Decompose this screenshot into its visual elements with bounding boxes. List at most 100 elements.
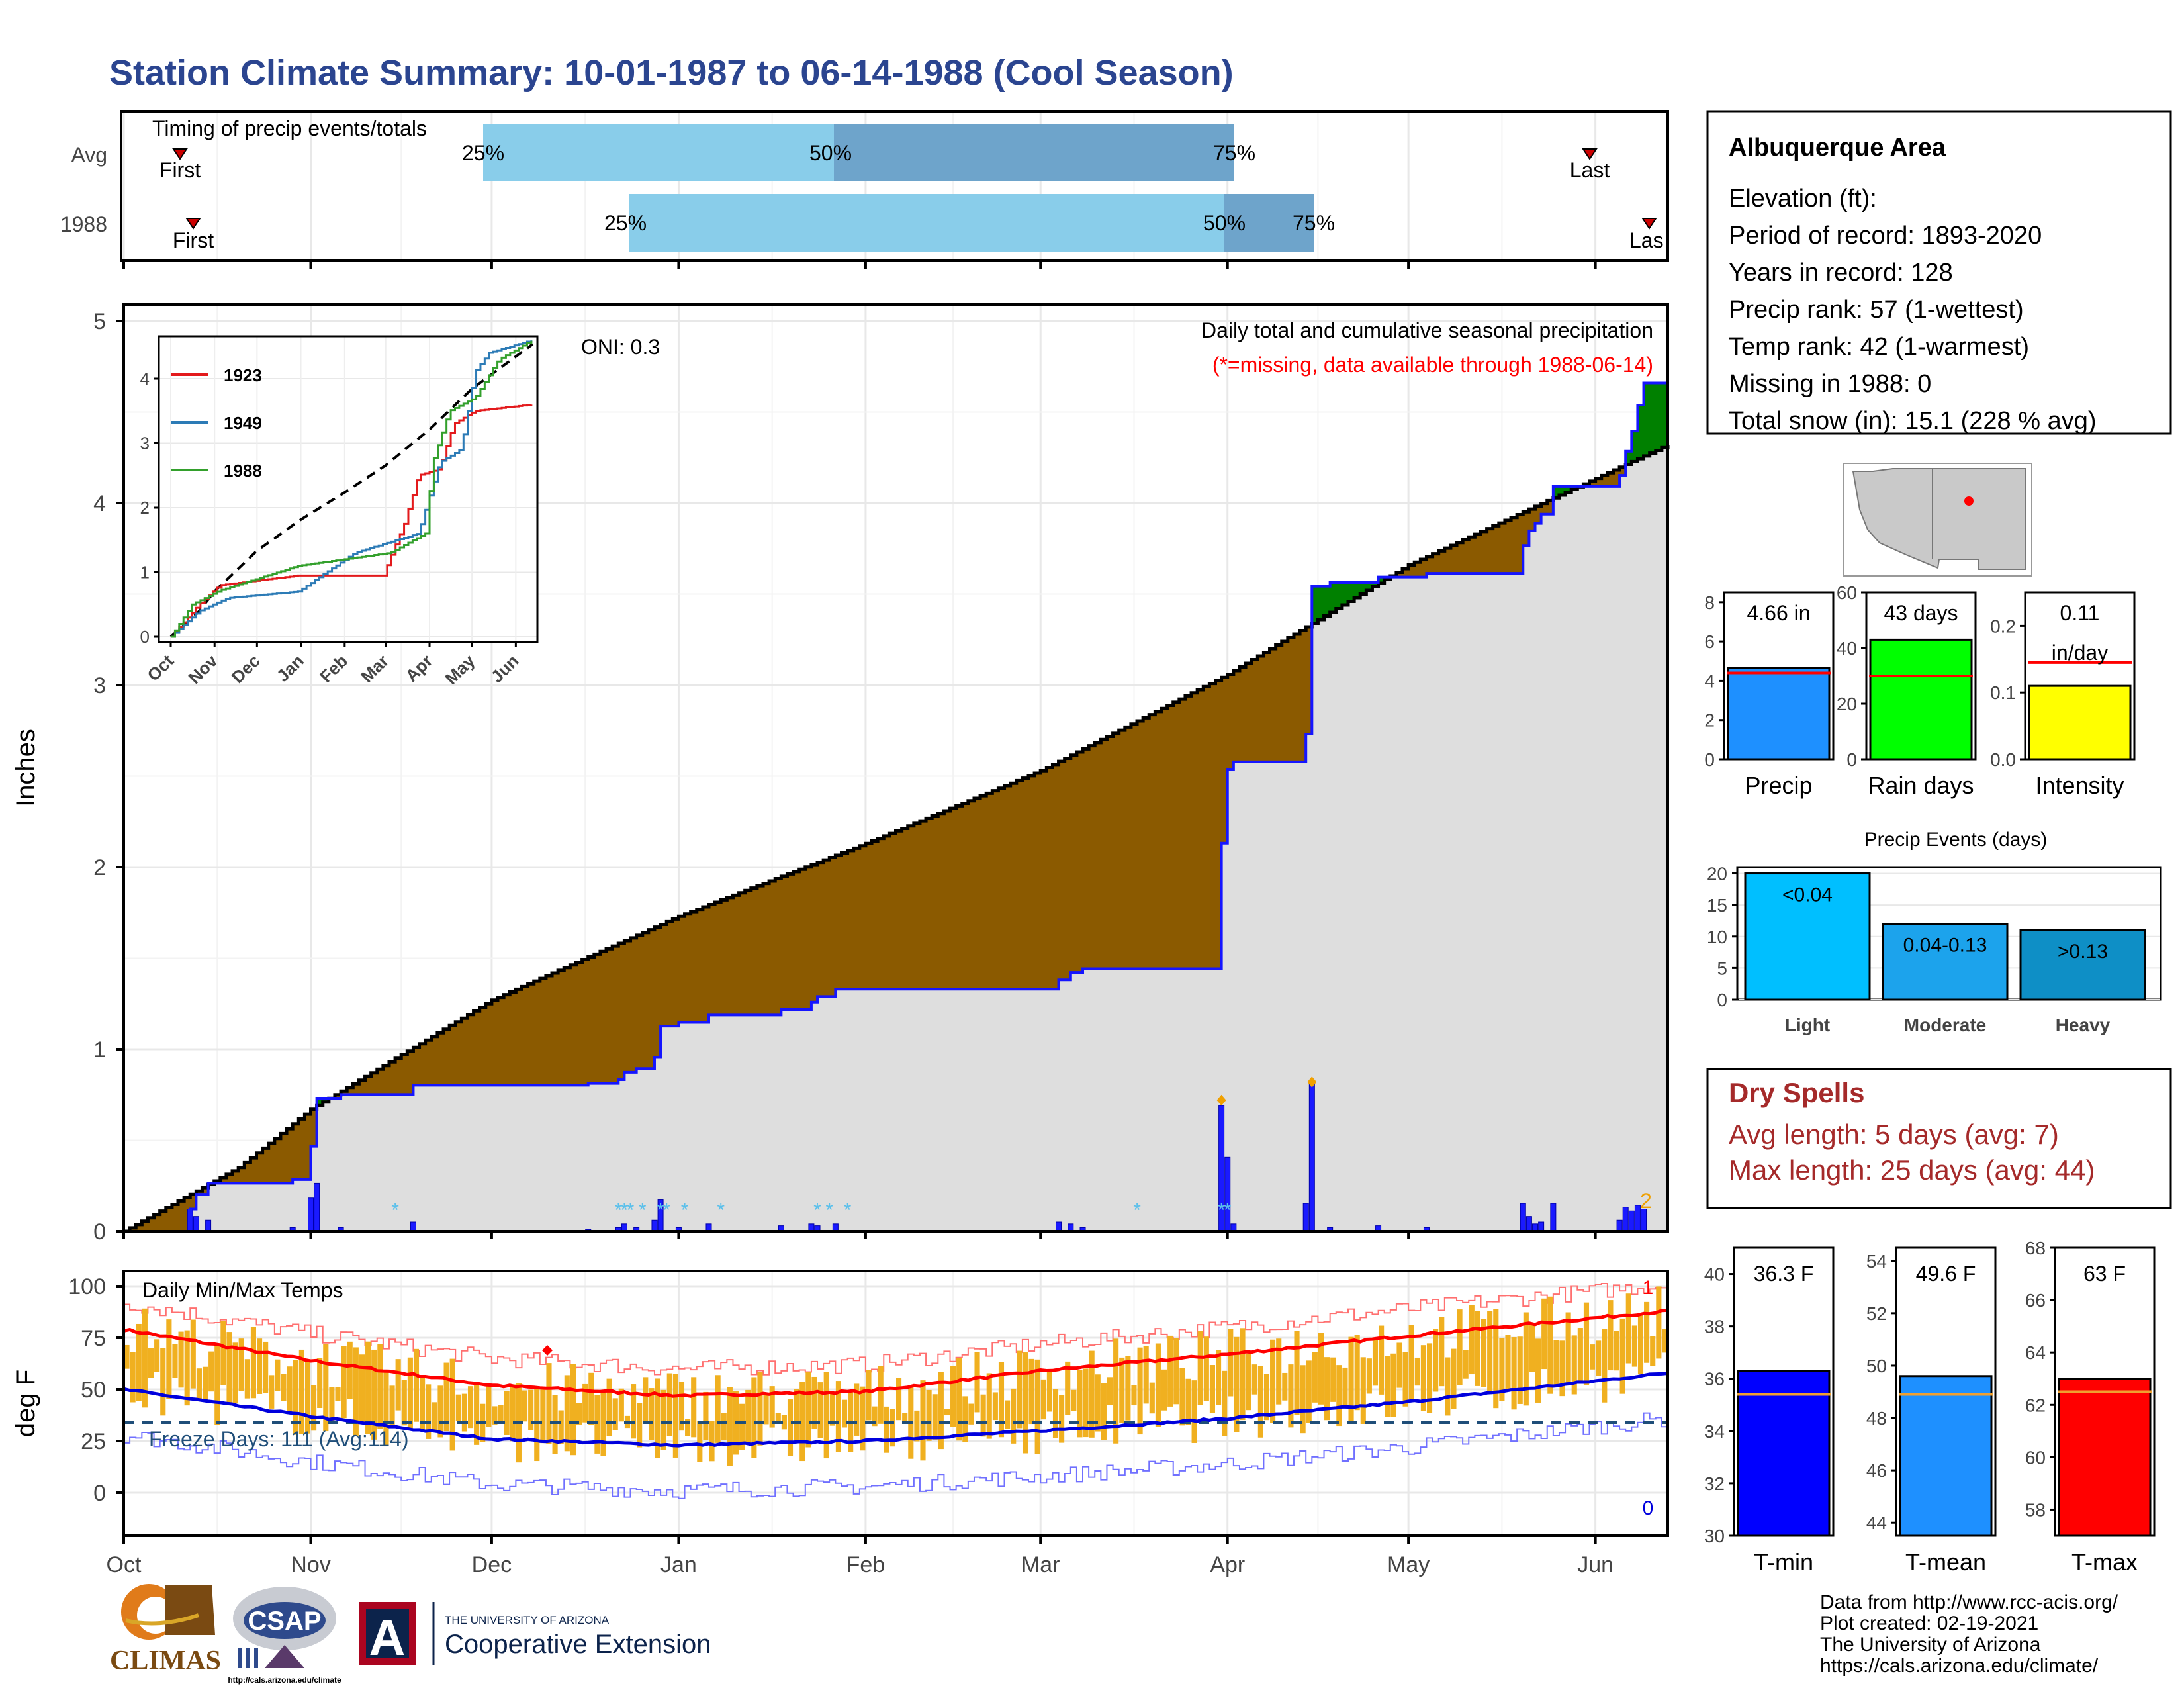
daily-temp-bar — [872, 1406, 878, 1427]
climas-logo-text: CLIMAS — [110, 1646, 221, 1676]
daily-temp-bar — [1052, 1389, 1059, 1438]
precip-y-tick: 5 — [93, 309, 106, 334]
daily-temp-bar — [1222, 1370, 1228, 1436]
daily-temp-bar — [1270, 1339, 1276, 1423]
daily-temp-bar — [389, 1385, 395, 1427]
daily-temp-bar — [486, 1384, 492, 1427]
daily-temp-bar — [298, 1349, 304, 1434]
locator-map — [1843, 463, 2032, 577]
temp-summary-y-tick: 64 — [2025, 1342, 2046, 1363]
daily-precip-bar — [1616, 1219, 1623, 1232]
daily-temp-bar — [244, 1359, 250, 1399]
daily-temp-bar — [437, 1385, 443, 1438]
daily-temp-bar — [1318, 1333, 1324, 1405]
daily-temp-bar — [426, 1384, 432, 1439]
daily-temp-bar — [1312, 1352, 1318, 1403]
precip-y-tick: 4 — [93, 491, 106, 516]
tmean-value-bar — [1899, 1375, 1993, 1537]
daily-temp-bar — [823, 1372, 829, 1459]
daily-temp-bar — [1246, 1353, 1251, 1411]
daily-temp-bar — [1553, 1340, 1559, 1387]
temp-summary-y-tick: 34 — [1704, 1421, 1725, 1442]
daily-temp-bar — [492, 1406, 498, 1425]
daily-temp-bar — [275, 1359, 281, 1391]
timing-1988-bar-a — [629, 194, 1224, 252]
precip-caption: Daily total and cumulative seasonal prec… — [1201, 318, 1653, 342]
month-axis: Oct Nov Dec Jan Feb Mar Apr May Jun — [107, 261, 1614, 1577]
daily-temp-bar — [1179, 1368, 1185, 1426]
daily-temp-bar — [697, 1421, 703, 1462]
daily-temp-bar — [558, 1410, 564, 1444]
daily-temp-bar — [1107, 1377, 1113, 1405]
mini-y-tick: 20 — [1837, 694, 1857, 714]
intensity-name: Intensity — [2035, 772, 2124, 799]
daily-temp-bar — [365, 1341, 371, 1434]
daily-temp-bar — [564, 1375, 570, 1452]
daily-temp-bar — [1541, 1298, 1547, 1370]
inset-average-line — [169, 343, 534, 638]
daily-temp-bar — [829, 1392, 835, 1426]
daily-temp-bar — [1366, 1358, 1372, 1394]
daily-temp-bar — [1426, 1343, 1433, 1413]
avg-min-line — [123, 1372, 1668, 1448]
daily-temp-bar — [878, 1366, 884, 1424]
daily-temp-bar — [691, 1377, 697, 1438]
temp-summary-y-tick: 68 — [2025, 1238, 2046, 1258]
mini-y-tick: 0.0 — [1990, 749, 2016, 770]
daily-temp-bar — [594, 1395, 600, 1454]
daily-temp-bar — [739, 1403, 745, 1450]
daily-temp-bar — [323, 1344, 329, 1432]
daily-temp-bar — [1602, 1329, 1608, 1403]
tmax-value-bar — [2058, 1378, 2152, 1537]
cumulative-1988-line — [124, 381, 1668, 1233]
temp-summary-bars: 30 32 34 36 38 40 36.3 F T-min 44 46 48 50 52 54 49.6 … — [1704, 1238, 2156, 1575]
x-tick-label: Dec — [472, 1552, 512, 1577]
timing-label: Timing of precip events/totals — [152, 117, 427, 140]
daily-temp-bar — [703, 1391, 709, 1440]
daily-temp-bar — [232, 1342, 238, 1404]
daily-temp-bar — [889, 1409, 895, 1447]
daily-temp-bar — [1330, 1357, 1336, 1402]
tmean-value-label: 49.6 F — [1916, 1262, 1976, 1286]
record-marker — [542, 1345, 553, 1356]
legend-1988: 1988 — [224, 461, 262, 481]
legend-1923: 1923 — [224, 365, 262, 385]
daily-temp-bar — [256, 1338, 263, 1394]
daily-temp-bar — [1131, 1385, 1137, 1406]
events-bar-label: <0.04 — [1782, 884, 1833, 906]
daily-precip-bar — [193, 1216, 199, 1232]
snow-mark: * — [391, 1199, 399, 1221]
daily-temp-bar — [968, 1403, 974, 1425]
events-bar-light — [1744, 872, 1871, 1001]
timing-panel: Timing of precip events/totals Avg 1988 … — [60, 110, 1669, 262]
daily-temp-bar — [250, 1327, 256, 1399]
daily-temp-bar — [353, 1347, 359, 1436]
inset-y-tick: 4 — [140, 369, 150, 389]
climas-logo: CLIMAS — [110, 1584, 221, 1676]
mini-y-tick: 0.2 — [1990, 616, 2016, 636]
last-label-1988: Las — [1629, 228, 1664, 252]
tmin-value-bar — [1737, 1370, 1831, 1537]
daily-temp-bar — [1614, 1331, 1619, 1371]
daily-temp-bar — [1637, 1314, 1644, 1375]
daily-temp-bar — [1408, 1325, 1414, 1399]
daily-temp-bar — [637, 1403, 643, 1448]
daily-temp-bar — [612, 1398, 618, 1430]
daily-precip-bar — [410, 1221, 416, 1232]
x-tick-label: Oct — [107, 1552, 142, 1577]
daily-temp-bar — [1396, 1342, 1402, 1388]
daily-temp-bar — [1005, 1400, 1011, 1429]
daily-temp-bar — [1402, 1352, 1408, 1407]
credit-univ: The University of Arizona — [1820, 1634, 2041, 1656]
daily-temp-bar — [649, 1388, 655, 1440]
info-years: Years in record: 128 — [1729, 259, 1953, 287]
daily-temp-bar — [443, 1362, 449, 1432]
daily-temp-bar — [1523, 1312, 1529, 1406]
snow-mark: * — [662, 1199, 670, 1221]
daily-temp-bar — [1596, 1340, 1602, 1376]
daily-temp-bar — [860, 1386, 866, 1451]
daily-temp-bar — [1034, 1359, 1040, 1454]
daily-precip-bar — [187, 1208, 193, 1232]
daily-temp-bar — [269, 1375, 275, 1409]
